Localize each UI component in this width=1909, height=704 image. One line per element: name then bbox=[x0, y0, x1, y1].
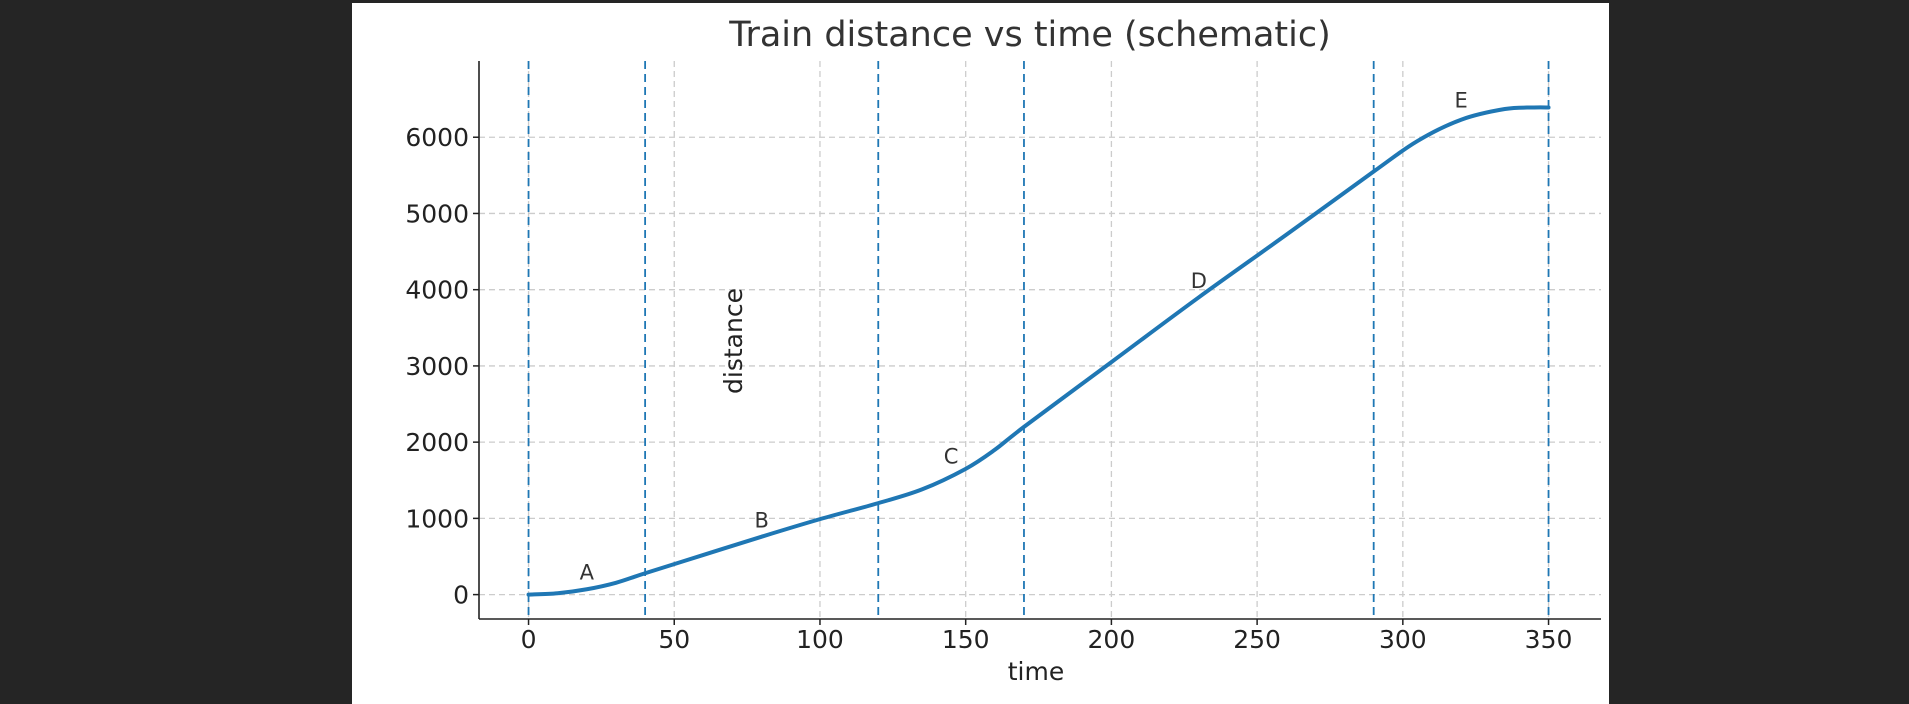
grid-layer bbox=[479, 61, 1601, 619]
segment-label: A bbox=[580, 560, 595, 584]
y-tick-label: 6000 bbox=[405, 123, 469, 152]
y-axis-label: distance bbox=[719, 288, 748, 394]
y-tick-label: 1000 bbox=[405, 504, 469, 533]
axes-layer bbox=[478, 61, 1601, 620]
x-tick-label: 350 bbox=[1525, 625, 1573, 654]
segment-label: D bbox=[1191, 269, 1207, 293]
series-layer bbox=[526, 105, 1551, 597]
segment-label: C bbox=[944, 444, 959, 468]
y-tick-label: 4000 bbox=[405, 276, 469, 305]
y-tick-label: 3000 bbox=[405, 352, 469, 381]
x-tick-label: 100 bbox=[796, 625, 844, 654]
segment-label: B bbox=[754, 509, 768, 533]
series-line bbox=[526, 105, 1551, 597]
tick-layer: 0 50 100 150 200 250 300 350 0 1000 2000 3000 4000 50… bbox=[405, 123, 1572, 654]
x-tick-label: 250 bbox=[1233, 625, 1281, 654]
x-tick-label: 200 bbox=[1088, 625, 1136, 654]
x-tick-label: 150 bbox=[942, 625, 990, 654]
y-tick-label: 5000 bbox=[405, 199, 469, 228]
chart-title: Train distance vs time (schematic) bbox=[728, 15, 1331, 55]
y-tick-label: 0 bbox=[453, 581, 469, 610]
x-tick-label: 0 bbox=[521, 625, 537, 654]
segment-label: E bbox=[1454, 89, 1467, 113]
chart-figure: 0 50 100 150 200 250 300 350 0 1000 2000 3000 4000 50… bbox=[352, 3, 1609, 704]
y-tick-label: 2000 bbox=[405, 428, 469, 457]
x-axis-label: time bbox=[1008, 657, 1064, 686]
vertical-lines-layer bbox=[527, 61, 1550, 619]
chart-svg: 0 50 100 150 200 250 300 350 0 1000 2000 3000 4000 50… bbox=[405, 15, 1601, 686]
x-tick-label: 50 bbox=[658, 625, 690, 654]
x-tick-label: 300 bbox=[1379, 625, 1427, 654]
annotation-layer: A B C D E bbox=[580, 89, 1468, 585]
